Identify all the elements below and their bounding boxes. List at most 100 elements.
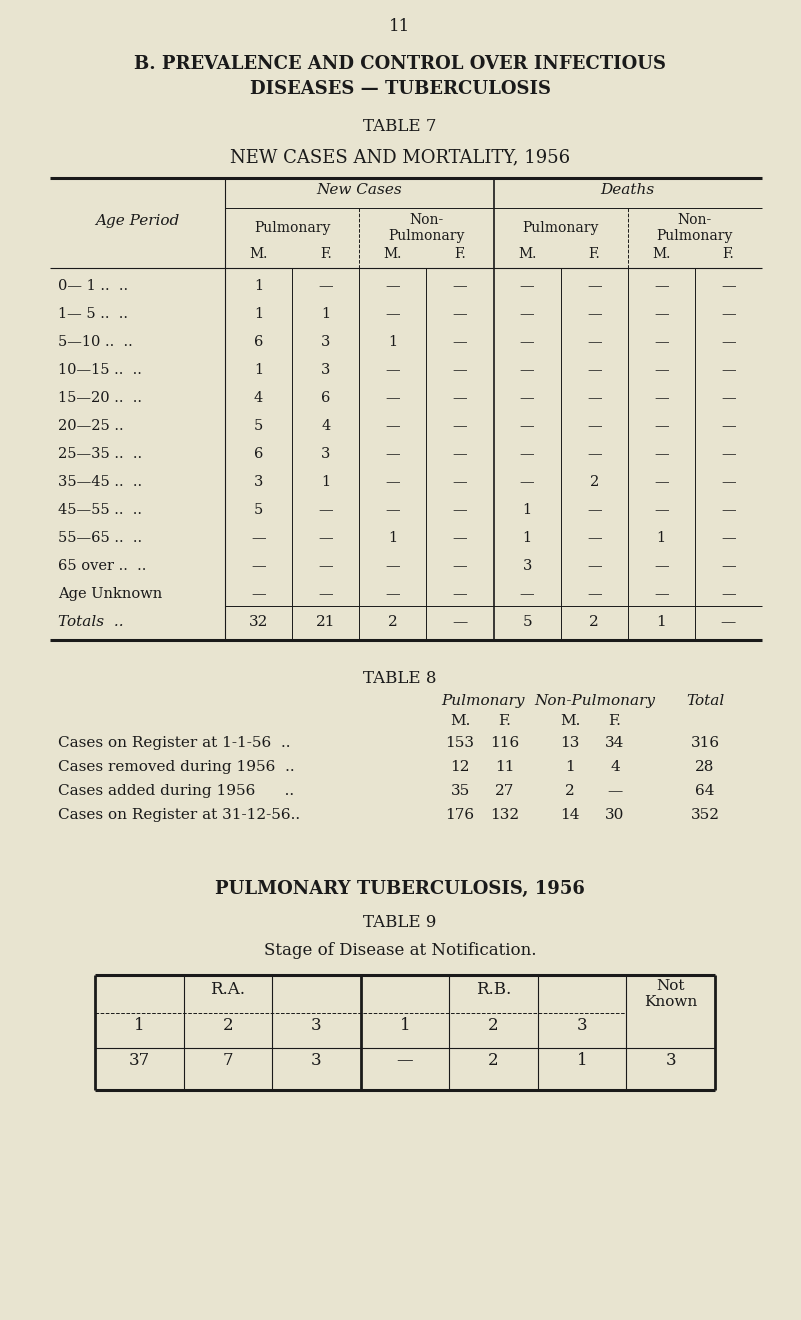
Text: —: — xyxy=(385,418,400,433)
Text: —: — xyxy=(654,558,669,573)
Text: 6: 6 xyxy=(321,391,330,405)
Text: R.B.: R.B. xyxy=(476,981,511,998)
Text: Non-: Non- xyxy=(409,213,444,227)
Text: 12: 12 xyxy=(450,760,469,774)
Text: TABLE 8: TABLE 8 xyxy=(363,671,437,686)
Text: 1: 1 xyxy=(522,503,532,517)
Text: 2: 2 xyxy=(566,784,575,799)
Text: M.: M. xyxy=(518,247,536,261)
Text: 1: 1 xyxy=(254,363,263,378)
Text: —: — xyxy=(453,418,467,433)
Text: 30: 30 xyxy=(606,808,625,822)
Text: —: — xyxy=(721,558,736,573)
Text: —: — xyxy=(721,447,736,461)
Text: —: — xyxy=(520,279,534,293)
Text: 1— 5 ..  ..: 1— 5 .. .. xyxy=(58,308,128,321)
Text: 1: 1 xyxy=(577,1052,587,1069)
Text: Cases added during 1956      ..: Cases added during 1956 .. xyxy=(58,784,294,799)
Text: —: — xyxy=(721,503,736,517)
Text: 5: 5 xyxy=(254,503,264,517)
Text: —: — xyxy=(453,558,467,573)
Text: —: — xyxy=(654,447,669,461)
Text: —: — xyxy=(721,279,736,293)
Text: 3: 3 xyxy=(311,1016,322,1034)
Text: 45—55 ..  ..: 45—55 .. .. xyxy=(58,503,142,517)
Text: DISEASES — TUBERCULOSIS: DISEASES — TUBERCULOSIS xyxy=(249,81,550,98)
Text: 4: 4 xyxy=(254,391,264,405)
Text: 20—25 ..: 20—25 .. xyxy=(58,418,123,433)
Text: —: — xyxy=(520,308,534,321)
Text: —: — xyxy=(252,558,266,573)
Text: 0— 1 ..  ..: 0— 1 .. .. xyxy=(58,279,128,293)
Text: —: — xyxy=(520,335,534,348)
Text: 32: 32 xyxy=(249,615,268,630)
Text: 4: 4 xyxy=(321,418,330,433)
Text: —: — xyxy=(654,363,669,378)
Text: 5: 5 xyxy=(522,615,532,630)
Text: —: — xyxy=(721,363,736,378)
Text: 11: 11 xyxy=(389,18,411,36)
Text: Cases removed during 1956  ..: Cases removed during 1956 .. xyxy=(58,760,295,774)
Text: 34: 34 xyxy=(606,737,625,750)
Text: M.: M. xyxy=(560,714,580,729)
Text: Not
Known: Not Known xyxy=(644,979,698,1010)
Text: —: — xyxy=(587,391,602,405)
Text: —: — xyxy=(654,503,669,517)
Text: 55—65 ..  ..: 55—65 .. .. xyxy=(58,531,142,545)
Text: —: — xyxy=(654,308,669,321)
Text: 1: 1 xyxy=(254,279,263,293)
Text: —: — xyxy=(587,587,602,601)
Text: F.: F. xyxy=(454,247,466,261)
Text: 3: 3 xyxy=(321,447,330,461)
Text: 1: 1 xyxy=(254,308,263,321)
Text: —: — xyxy=(587,503,602,517)
Text: —: — xyxy=(453,391,467,405)
Text: 28: 28 xyxy=(695,760,714,774)
Text: 6: 6 xyxy=(254,335,264,348)
Text: 3: 3 xyxy=(321,363,330,378)
Text: 2: 2 xyxy=(489,1052,499,1069)
Text: Pulmonary: Pulmonary xyxy=(657,228,733,243)
Text: —: — xyxy=(385,308,400,321)
Text: PULMONARY TUBERCULOSIS, 1956: PULMONARY TUBERCULOSIS, 1956 xyxy=(215,880,585,898)
Text: —: — xyxy=(385,279,400,293)
Text: —: — xyxy=(721,335,736,348)
Text: Pulmonary: Pulmonary xyxy=(522,220,599,235)
Text: M.: M. xyxy=(652,247,670,261)
Text: —: — xyxy=(385,391,400,405)
Text: —: — xyxy=(318,531,333,545)
Text: 3: 3 xyxy=(311,1052,322,1069)
Text: 2: 2 xyxy=(590,615,599,630)
Text: —: — xyxy=(385,503,400,517)
Text: 14: 14 xyxy=(560,808,580,822)
Text: —: — xyxy=(587,447,602,461)
Text: —: — xyxy=(654,279,669,293)
Text: Stage of Disease at Notification.: Stage of Disease at Notification. xyxy=(264,942,536,960)
Text: —: — xyxy=(721,615,736,630)
Text: —: — xyxy=(453,615,468,630)
Text: 316: 316 xyxy=(690,737,719,750)
Text: 27: 27 xyxy=(495,784,515,799)
Text: —: — xyxy=(385,475,400,488)
Text: R.A.: R.A. xyxy=(211,981,245,998)
Text: —: — xyxy=(721,418,736,433)
Text: TABLE 7: TABLE 7 xyxy=(363,117,437,135)
Text: M.: M. xyxy=(384,247,402,261)
Text: Total: Total xyxy=(686,694,724,708)
Text: —: — xyxy=(587,279,602,293)
Text: 5: 5 xyxy=(254,418,264,433)
Text: 25—35 ..  ..: 25—35 .. .. xyxy=(58,447,142,461)
Text: 132: 132 xyxy=(490,808,520,822)
Text: —: — xyxy=(587,531,602,545)
Text: 352: 352 xyxy=(690,808,719,822)
Text: —: — xyxy=(453,503,467,517)
Text: —: — xyxy=(318,587,333,601)
Text: —: — xyxy=(520,447,534,461)
Text: —: — xyxy=(453,531,467,545)
Text: —: — xyxy=(453,279,467,293)
Text: —: — xyxy=(520,363,534,378)
Text: —: — xyxy=(453,475,467,488)
Text: F.: F. xyxy=(498,714,511,729)
Text: 176: 176 xyxy=(445,808,474,822)
Text: 1: 1 xyxy=(566,760,575,774)
